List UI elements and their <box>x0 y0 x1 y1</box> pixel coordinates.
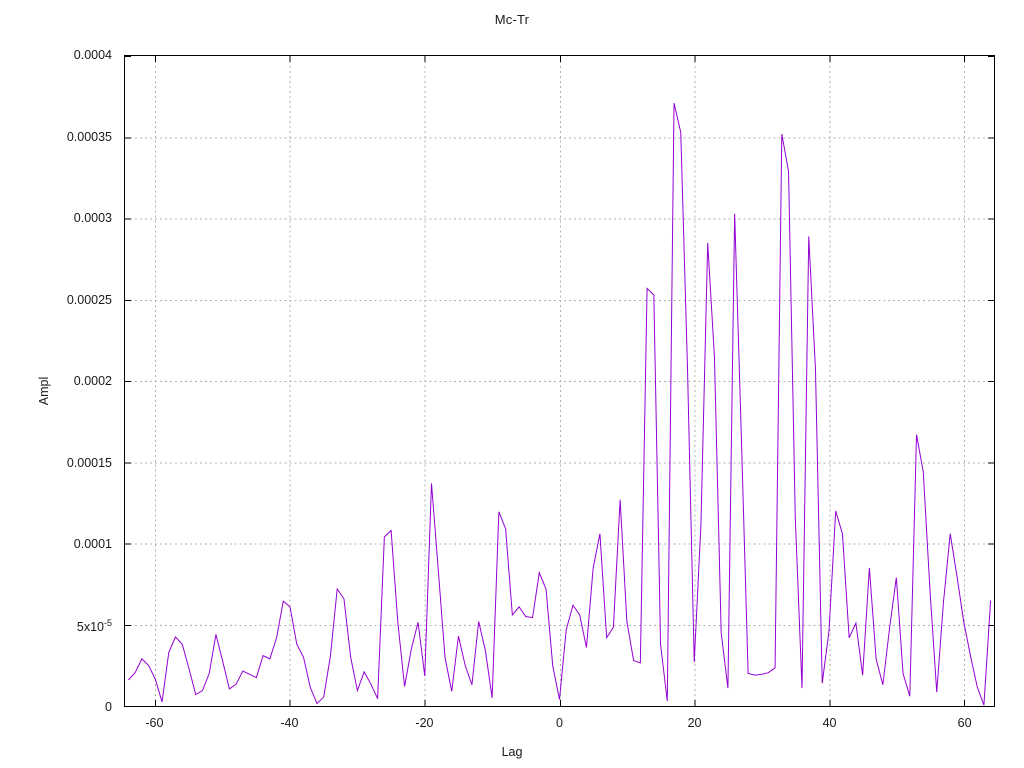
x-tick-label: 40 <box>822 716 837 730</box>
y-tick-label: 0.0002 <box>73 374 112 388</box>
x-tick-label: -20 <box>415 716 434 730</box>
y-tick-label: 0.00025 <box>66 292 112 307</box>
y-axis-tick-labels: 0 5x10-5 0.0001 0.00015 0.0002 0.00025 0.0003 0… <box>0 0 124 768</box>
y-tick-label: 5x10-5 <box>76 617 112 634</box>
y-tick-label: 0.0001 <box>73 537 112 551</box>
y-tick-label: 0.0004 <box>73 48 112 62</box>
x-tick-label: -40 <box>280 716 299 730</box>
x-tick-label: -60 <box>145 716 164 730</box>
series-line-mc-tr <box>128 103 992 706</box>
x-tick-label: 20 <box>687 716 702 730</box>
y-tick-label: 0 <box>105 700 112 714</box>
y-tick-label: 0.00015 <box>66 455 112 470</box>
y-tick-label: 0.00035 <box>66 129 112 144</box>
x-tick-label: 60 <box>957 716 972 730</box>
plot-area <box>124 55 995 707</box>
y-tick-label: 0.0003 <box>73 211 112 225</box>
data-curve <box>128 103 992 706</box>
chart-title: Mc-Tr <box>494 12 530 27</box>
y-axis-title: Ampl <box>37 376 51 406</box>
x-tick-label: 0 <box>556 716 563 730</box>
x-axis-title: Lag <box>501 745 523 759</box>
grid-lines <box>125 56 994 706</box>
